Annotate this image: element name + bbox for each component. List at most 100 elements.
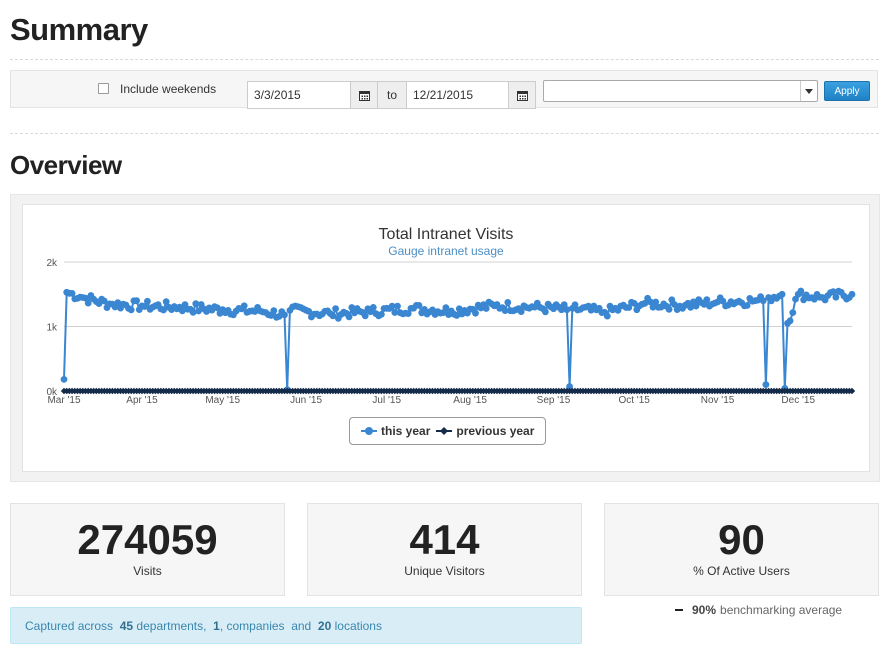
calendar-icon[interactable] [350, 82, 377, 108]
unique-visitors-label: Unique Visitors [404, 564, 485, 578]
data-point [404, 310, 412, 317]
unique-visitors-card: 414 Unique Visitors [307, 503, 582, 596]
benchmark-marker [675, 609, 683, 611]
department-select[interactable] [543, 80, 818, 102]
data-point [127, 306, 135, 314]
and-label: and [291, 619, 312, 633]
data-point [345, 313, 353, 321]
active-users-card: 90 % Of Active Users [604, 503, 879, 596]
data-point [240, 302, 248, 310]
data-point [361, 312, 369, 320]
data-point [144, 297, 151, 305]
data-point [563, 306, 571, 314]
data-point [603, 312, 611, 320]
companies-label: , companies [219, 619, 285, 633]
chart-container: Total Intranet Visits Gauge intranet usa… [22, 204, 870, 472]
benchmark-label: benchmarking average [720, 603, 843, 617]
data-point [472, 309, 479, 317]
chevron-down-icon[interactable] [800, 81, 817, 101]
data-point [100, 297, 108, 305]
data-point [649, 303, 657, 311]
legend-label: this year [381, 424, 431, 438]
x-tick-label: Apr '15 [126, 395, 158, 406]
departments-count: 45 [119, 619, 134, 633]
data-point [369, 304, 377, 311]
data-point [482, 305, 490, 312]
data-point [671, 301, 678, 308]
data-point [192, 300, 200, 308]
departments-label: departments, [136, 619, 207, 633]
data-point [630, 300, 638, 307]
active-users-value: 90 [718, 516, 765, 563]
data-point [195, 307, 202, 315]
data-point [848, 290, 856, 298]
data-point [652, 298, 660, 306]
data-point [162, 298, 170, 306]
data-point [442, 304, 450, 312]
data-point [641, 299, 649, 307]
active-users-label: % Of Active Users [693, 564, 790, 578]
end-date-input[interactable] [406, 82, 508, 108]
legend-item-previous-year[interactable]: previous year [436, 424, 534, 438]
apply-button[interactable]: Apply [824, 81, 870, 101]
legend-item-this-year[interactable]: this year [361, 424, 430, 438]
data-point [759, 297, 767, 305]
data-point [189, 308, 197, 316]
data-point [160, 306, 167, 314]
visits-value: 274059 [77, 516, 218, 563]
include-weekends-checkbox[interactable] [98, 83, 109, 94]
data-point [517, 308, 525, 315]
start-date-input[interactable] [248, 82, 350, 108]
coverage-info-alert: Captured across 45 departments, 1, compa… [10, 607, 582, 644]
unique-visitors-value: 414 [409, 516, 480, 563]
data-point [692, 302, 700, 310]
calendar-icon[interactable] [508, 82, 535, 108]
data-point [504, 299, 512, 306]
companies-count: 1 [213, 619, 220, 633]
data-point [560, 301, 568, 309]
data-point [829, 288, 837, 296]
y-tick-label: 0k [46, 387, 58, 398]
data-point [501, 307, 509, 314]
locations-label: locations [334, 619, 382, 633]
date-range: to [247, 81, 536, 109]
data-point [797, 287, 805, 295]
visits-label: Visits [133, 564, 162, 578]
data-point [305, 307, 313, 315]
line-chart: 0k 1k 2k Mar '15 Apr '15 May '15 Jun '15 Jul '1… [46, 258, 856, 406]
data-point [558, 306, 565, 314]
data-point [789, 309, 797, 316]
data-point [178, 307, 186, 315]
overview-title: Overview [10, 150, 122, 180]
data-point [542, 308, 549, 316]
data-point [270, 307, 278, 315]
data-point [114, 299, 122, 306]
data-point [453, 312, 461, 319]
data-point [832, 293, 840, 301]
benchmark-value: 90% [692, 603, 717, 617]
x-tick-label: Jul '15 [372, 395, 401, 406]
x-tick-label: Nov '15 [701, 395, 735, 406]
data-point [348, 304, 356, 311]
x-tick-label: Oct '15 [618, 395, 650, 406]
locations-count: 20 [317, 619, 332, 633]
x-tick-label: Mar '15 [47, 395, 80, 406]
y-tick-label: 1k [46, 323, 58, 334]
data-point [84, 299, 92, 307]
data-point [329, 312, 337, 320]
chart-title: Total Intranet Visits [378, 226, 514, 243]
data-point [82, 294, 89, 302]
data-point [762, 381, 770, 388]
data-point [60, 376, 68, 383]
data-point [281, 311, 288, 319]
data-point [213, 304, 221, 312]
page-title: Summary [10, 12, 148, 47]
data-point [378, 311, 385, 318]
data-point [141, 303, 149, 310]
data-point [687, 304, 694, 311]
data-point [566, 383, 573, 390]
y-tick-label: 2k [46, 258, 58, 269]
data-point [332, 305, 339, 312]
data-point [625, 304, 633, 311]
x-tick-label: Dec '15 [781, 395, 815, 406]
